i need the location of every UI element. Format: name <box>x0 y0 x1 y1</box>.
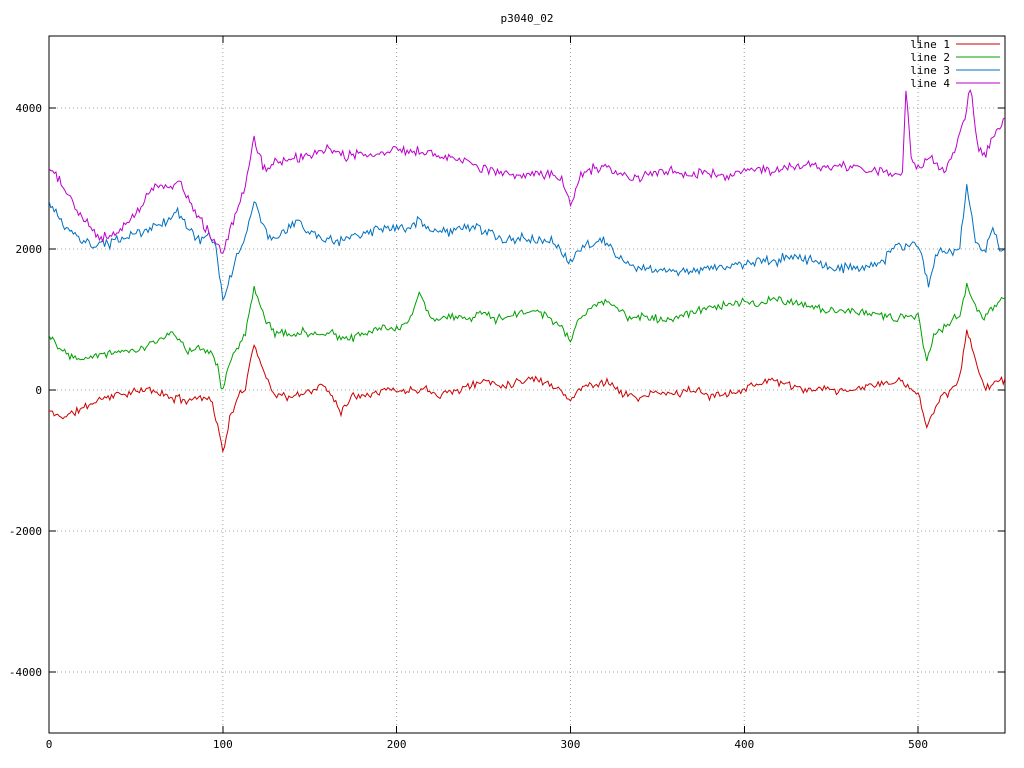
legend-label: line 2 <box>910 51 950 64</box>
plot-border <box>48 35 1006 734</box>
x-tick-label: 100 <box>213 738 233 751</box>
axis-ticks <box>48 36 1005 733</box>
series-line-3 <box>49 184 1005 302</box>
x-tick-label: 300 <box>561 738 581 751</box>
x-tick-label: 400 <box>734 738 754 751</box>
y-tick-label: -4000 <box>9 666 42 679</box>
grid <box>48 36 1005 733</box>
legend-label: line 3 <box>910 64 950 77</box>
series-line-4 <box>49 88 1005 254</box>
y-tick-label: 4000 <box>16 102 43 115</box>
series-line-2 <box>49 282 1005 390</box>
y-tick-label: 0 <box>35 384 42 397</box>
legend-label: line 4 <box>910 77 950 90</box>
legend-item-2: line 2 <box>910 51 1000 64</box>
legend-label: line 1 <box>910 38 950 51</box>
axis-labels: 0 100 200 300 400 500 -4000 -2000 0 2000 4000 <box>9 102 928 751</box>
y-tick-label: 2000 <box>16 243 43 256</box>
x-tick-label: 200 <box>387 738 407 751</box>
legend-item-3: line 3 <box>910 64 1000 77</box>
legend-item-4: line 4 <box>910 77 1000 90</box>
x-tick-label: 500 <box>908 738 928 751</box>
chart-title: p3040_02 <box>500 12 554 25</box>
y-tick-label: -2000 <box>9 525 42 538</box>
x-tick-label: 0 <box>46 738 53 751</box>
series-line-1 <box>49 329 1005 454</box>
series-lines <box>49 88 1005 454</box>
legend-item-1: line 1 <box>910 38 1000 51</box>
